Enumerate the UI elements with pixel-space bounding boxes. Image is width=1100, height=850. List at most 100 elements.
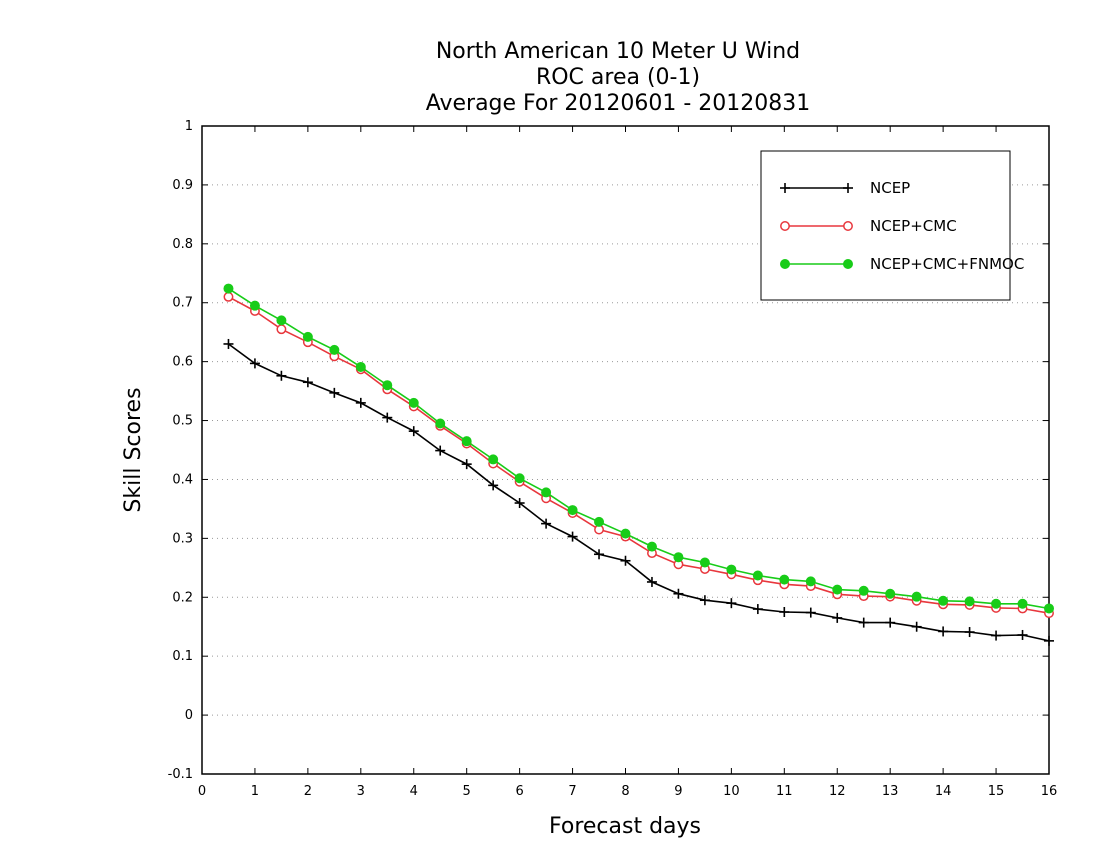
x-tick-label: 8	[621, 784, 629, 799]
y-axis-ticks: 1 0.9 0.8 0.7 0.6 0.5 0.4 0.3 0.2 0.1 0 -0.1	[168, 119, 1049, 782]
data-point	[223, 291, 234, 302]
data-point	[911, 621, 922, 632]
data-point	[276, 315, 287, 326]
data-point	[620, 555, 631, 566]
data-point	[355, 397, 366, 408]
data-point	[382, 412, 393, 423]
series-line	[228, 343, 1050, 642]
data-point	[938, 595, 949, 606]
data-point	[779, 607, 790, 617]
data-point	[276, 370, 287, 381]
series-line	[228, 296, 1050, 614]
data-point	[673, 552, 684, 563]
y-tick-label: 0.8	[172, 237, 193, 252]
data-point	[302, 331, 313, 342]
data-point	[885, 588, 896, 599]
data-point	[249, 300, 260, 311]
data-point	[541, 518, 552, 529]
legend-entry: NCEP+CMC	[780, 217, 957, 235]
x-tick-label: 2	[304, 784, 312, 799]
data-point	[594, 549, 605, 560]
y-tick-label: 0.1	[172, 649, 193, 664]
data-point	[911, 591, 922, 602]
data-point	[646, 576, 657, 587]
data-point	[249, 358, 260, 369]
y-axis-label: Skill Scores	[121, 387, 146, 512]
series-2	[223, 283, 1054, 614]
series-line	[228, 287, 1050, 610]
y-tick-label: 0.4	[172, 472, 193, 487]
y-tick-label: 0	[185, 708, 193, 723]
data-point	[382, 380, 393, 391]
title-line-1: North American 10 Meter U Wind	[436, 39, 800, 64]
y-tick-label: 0.5	[172, 414, 193, 429]
data-point	[673, 588, 684, 599]
data-point	[461, 459, 472, 470]
data-point	[355, 361, 366, 372]
data-point	[276, 324, 287, 335]
data-point	[329, 387, 340, 398]
data-point	[408, 426, 419, 437]
data-point	[567, 531, 578, 542]
y-tick-label: 0.7	[172, 296, 193, 311]
y-tick-label: 0.6	[172, 355, 193, 370]
data-point	[752, 570, 763, 581]
data-point	[991, 630, 1002, 641]
data-point	[594, 516, 605, 527]
x-tick-label: 7	[568, 784, 576, 799]
legend-marker	[843, 221, 853, 231]
x-axis-label: Forecast days	[549, 814, 701, 839]
data-point	[858, 617, 869, 628]
y-tick-label: 0.3	[172, 531, 193, 546]
data-point	[514, 473, 525, 484]
data-point	[488, 454, 499, 465]
data-point	[329, 344, 340, 355]
data-point	[726, 598, 737, 609]
title-line-2: ROC area (0-1)	[536, 65, 700, 90]
data-point	[646, 541, 657, 552]
data-point	[991, 598, 1002, 609]
data-point	[726, 564, 737, 575]
data-point	[567, 505, 578, 516]
legend-marker	[780, 259, 790, 269]
data-point	[541, 487, 552, 498]
data-point	[964, 627, 975, 638]
chart-title: North American 10 Meter U Wind ROC area …	[426, 39, 811, 116]
legend: NCEP NCEP+CMC NCEP+CMC+FNMOC	[760, 150, 1024, 301]
data-point	[1044, 603, 1054, 614]
x-tick-label: 4	[410, 784, 418, 799]
x-axis-ticks: 0 1 2 3 4 5 6 7 8 9 10 11 12 13 14 15 16	[198, 126, 1057, 799]
legend-label: NCEP	[870, 179, 910, 197]
series-layer	[223, 283, 1054, 646]
data-point	[223, 283, 234, 294]
x-tick-label: 10	[723, 784, 740, 799]
data-point	[1044, 635, 1054, 646]
data-point	[964, 596, 975, 607]
data-point	[699, 595, 710, 606]
legend-marker	[843, 259, 853, 269]
data-point	[1017, 598, 1028, 609]
y-tick-label: 1	[185, 119, 193, 134]
x-tick-label: 1	[251, 784, 259, 799]
x-tick-label: 12	[829, 784, 846, 799]
y-tick-label: -0.1	[168, 767, 193, 782]
legend-box	[760, 150, 1011, 301]
data-point	[302, 377, 313, 388]
y-tick-label: 0.9	[172, 178, 193, 193]
data-point	[223, 338, 234, 349]
data-point	[805, 607, 816, 618]
data-point	[699, 557, 710, 568]
legend-label: NCEP+CMC	[870, 217, 957, 235]
data-point	[832, 612, 843, 623]
data-point	[805, 576, 816, 587]
x-tick-label: 9	[674, 784, 682, 799]
data-point	[488, 480, 499, 491]
legend-entry: NCEP+CMC+FNMOC	[780, 255, 1024, 273]
legend-marker	[780, 221, 790, 231]
legend-marker	[780, 183, 790, 193]
plot-frame	[201, 125, 1050, 775]
x-tick-label: 13	[882, 784, 899, 799]
legend-marker	[843, 183, 853, 193]
x-tick-label: 0	[198, 784, 206, 799]
